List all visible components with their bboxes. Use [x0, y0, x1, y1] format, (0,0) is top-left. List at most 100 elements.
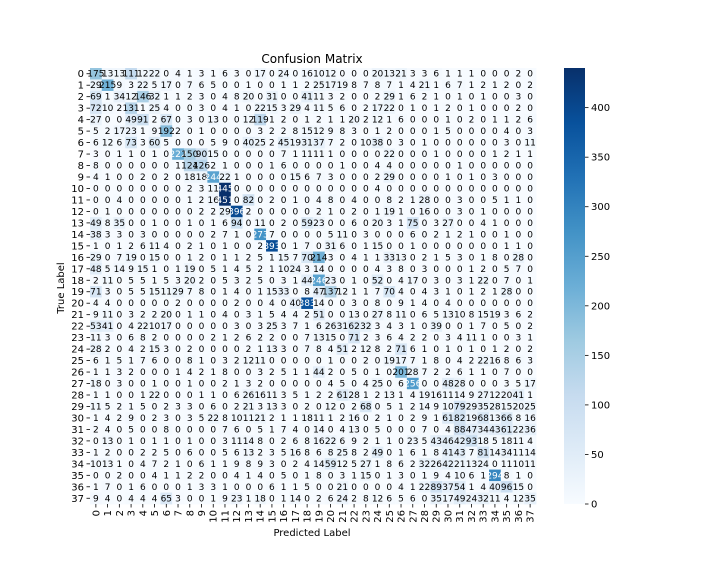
heatmap-cell	[489, 366, 502, 379]
heatmap-cell	[465, 354, 478, 367]
heatmap-cell	[277, 297, 290, 310]
y-tick-label: 33	[71, 448, 84, 459]
heatmap-cell	[148, 171, 161, 184]
cell-value-label: 5	[445, 127, 451, 137]
y-tick-label: 24	[71, 345, 84, 356]
heatmap-cell	[500, 389, 513, 402]
cell-value-label: 5	[293, 391, 299, 401]
heatmap-cell	[125, 274, 138, 287]
heatmap-cell	[371, 400, 384, 413]
heatmap-cell	[242, 446, 255, 459]
cell-value-label: 2	[222, 380, 228, 390]
heatmap-cell	[489, 469, 502, 482]
cell-value-label: 1	[433, 81, 439, 91]
cell-value-label: 47	[466, 425, 477, 435]
cell-value-label: 0	[316, 380, 322, 390]
cell-value-label: 1	[480, 253, 486, 263]
cell-value-label: 34	[477, 425, 489, 435]
x-tick-label: 18	[303, 510, 314, 523]
heatmap-cell	[512, 182, 525, 195]
heatmap-cell	[113, 400, 126, 413]
cell-value-label: 1	[199, 391, 205, 401]
heatmap-cell	[207, 354, 220, 367]
heatmap-cell	[430, 412, 443, 425]
cell-value-label: 15	[513, 483, 524, 493]
cell-value-label: 0	[210, 322, 216, 332]
heatmap-cell	[172, 125, 185, 138]
heatmap-cell	[489, 400, 502, 413]
heatmap-cell	[172, 171, 185, 184]
cell-value-label: 12	[125, 93, 136, 103]
cell-value-label: 0	[222, 299, 228, 309]
cell-value-label: 19	[489, 311, 501, 321]
cell-value-label: 2	[269, 368, 275, 378]
heatmap-cell	[442, 412, 455, 425]
cell-value-label: 0	[116, 322, 122, 332]
x-tick-label: 12	[232, 510, 243, 523]
heatmap-cell	[406, 481, 420, 493]
heatmap-cell	[395, 400, 408, 413]
cell-value-label: 126	[193, 162, 210, 172]
cell-value-label: 1	[304, 391, 310, 401]
heatmap-cell	[230, 331, 243, 344]
heatmap-cell	[289, 159, 302, 172]
heatmap-cell	[254, 79, 267, 92]
heatmap-cell	[172, 331, 185, 344]
cell-value-label: 7	[105, 483, 111, 493]
cell-value-label: 0	[293, 334, 299, 344]
heatmap-cell	[172, 423, 185, 436]
heatmap-cell	[277, 286, 290, 298]
heatmap-cell	[136, 251, 150, 264]
heatmap-cell	[430, 320, 443, 333]
cell-value-label: 29	[219, 207, 231, 217]
cell-value-label: 0	[210, 276, 216, 286]
cell-value-label: 3	[281, 104, 287, 114]
heatmap-cell	[324, 354, 337, 367]
heatmap-cell	[477, 194, 490, 207]
cell-value-label: 0	[410, 139, 416, 149]
heatmap-cell	[90, 171, 103, 184]
heatmap-cell	[512, 389, 525, 402]
cell-value-label: 9	[93, 311, 99, 321]
heatmap-cell	[418, 205, 431, 218]
cell-value-label: 8	[504, 357, 510, 367]
heatmap-cell	[500, 240, 513, 252]
cell-value-label: 4	[187, 368, 193, 378]
colorbar-tick-label: 350	[591, 153, 610, 164]
cell-value-label: 0	[187, 104, 193, 114]
cell-value-label: 0	[492, 242, 498, 252]
cell-value-label: 20	[501, 391, 513, 401]
cell-value-label: 0	[480, 345, 486, 355]
heatmap-cell	[160, 68, 173, 80]
cell-value-label: 3	[516, 93, 522, 103]
heatmap-cell	[219, 263, 232, 275]
heatmap-cell	[524, 136, 537, 149]
cell-value-label: 47	[313, 288, 324, 298]
cell-value-label: 0	[269, 184, 275, 194]
heatmap-cell	[230, 148, 243, 161]
cell-value-label: 1	[140, 391, 146, 401]
cell-value-label: 0	[175, 483, 181, 493]
cell-value-label: 0	[480, 173, 486, 183]
heatmap-cell	[453, 240, 466, 252]
cell-value-label: 8	[433, 357, 439, 367]
heatmap-cell	[348, 182, 361, 195]
heatmap-cell	[148, 263, 161, 275]
heatmap-cell	[254, 159, 267, 172]
heatmap-cell	[230, 297, 243, 310]
heatmap-cell	[430, 148, 443, 161]
cell-value-label: 0	[175, 184, 181, 194]
cell-value-label: 8	[187, 357, 193, 367]
cell-value-label: 1	[469, 173, 475, 183]
cell-value-label: 28	[454, 380, 466, 390]
heatmap-cell	[524, 194, 537, 207]
cell-value-label: 3	[199, 93, 205, 103]
heatmap-cell	[254, 366, 267, 379]
heatmap-cell	[148, 343, 161, 356]
heatmap-cell	[512, 469, 525, 482]
cell-value-label: 52	[372, 276, 383, 286]
cell-value-label: 2	[187, 242, 193, 252]
heatmap-cell	[442, 320, 455, 333]
heatmap-cell	[172, 90, 185, 103]
cell-value-label: 5	[163, 139, 169, 149]
